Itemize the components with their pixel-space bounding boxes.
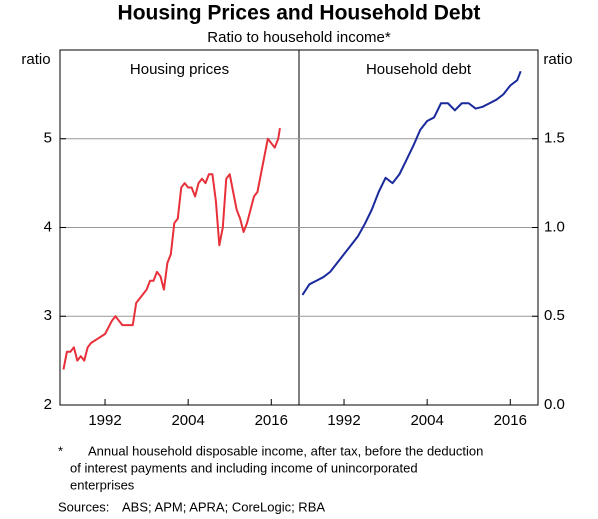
data-line <box>301 70 522 296</box>
chart-subtitle: Ratio to household income* <box>207 29 391 46</box>
footnote: of interest payments and including incom… <box>70 460 418 475</box>
panel-title: Housing prices <box>130 61 229 78</box>
y-tick-label: 5 <box>44 130 52 147</box>
footnote: Annual household disposable income, afte… <box>88 443 483 458</box>
footnote-marker: * <box>58 443 63 458</box>
y-tick-label: 1.0 <box>544 218 565 235</box>
panel-title: Household debt <box>366 61 472 78</box>
sources: ABS; APM; APRA; CoreLogic; RBA <box>122 499 325 514</box>
x-tick-label: 1992 <box>327 412 360 429</box>
x-tick-label: 1992 <box>88 412 121 429</box>
y-tick-label: 4 <box>44 218 52 235</box>
y-tick-label: 2 <box>44 396 52 413</box>
y-tick-label: 1.5 <box>544 130 565 147</box>
x-tick-label: 2004 <box>171 412 204 429</box>
sources-label: Sources: <box>58 499 109 514</box>
y-axis-label: ratio <box>543 51 572 68</box>
y-tick-label: 3 <box>44 307 52 324</box>
data-line <box>62 127 281 370</box>
x-tick-label: 2016 <box>255 412 288 429</box>
chart-title: Housing Prices and Household Debt <box>118 2 481 25</box>
x-tick-label: 2016 <box>494 412 527 429</box>
y-axis-label: ratio <box>21 51 50 68</box>
footnote: enterprises <box>70 477 135 492</box>
y-tick-label: 0.0 <box>544 396 565 413</box>
y-tick-label: 0.5 <box>544 307 565 324</box>
x-tick-label: 2004 <box>410 412 443 429</box>
